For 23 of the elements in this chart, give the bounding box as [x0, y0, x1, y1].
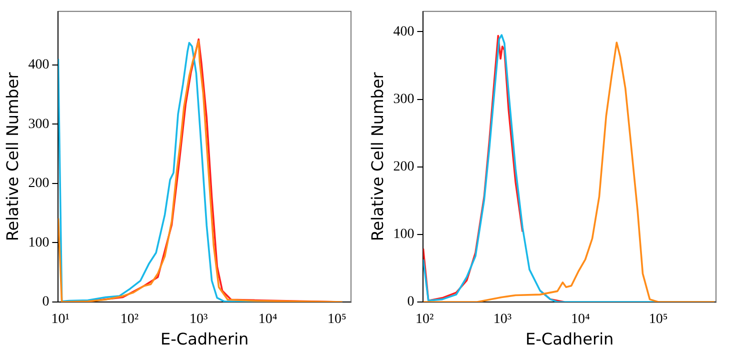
x-tick-label: 10⁴ — [258, 312, 278, 328]
y-tick-label: 100 — [393, 227, 414, 242]
y-axis-title: Relative Cell Number — [2, 72, 22, 242]
x-tick-label: 10¹ — [51, 312, 70, 328]
x-tick-label: 10² — [120, 312, 139, 328]
y-tick-label: 300 — [393, 92, 414, 107]
y-tick-label: 200 — [28, 176, 50, 192]
x-tick-label: 10³ — [190, 312, 208, 328]
y-tick-label: 400 — [28, 57, 50, 72]
y-tick-label: 200 — [393, 160, 414, 175]
y-tick-label: 300 — [28, 116, 50, 132]
x-axis-title: E-Cadherin — [160, 330, 249, 349]
x-tick-label: 10⁴ — [570, 312, 590, 328]
x-tick-label: 10⁵ — [648, 312, 668, 328]
y-axis-title: Relative Cell Number — [368, 72, 387, 242]
x-tick-label: 10² — [415, 312, 434, 328]
y-tick-label: 100 — [28, 235, 50, 250]
x-tick-label: 10³ — [493, 312, 512, 328]
y-tick-label: 0 — [42, 294, 50, 310]
x-tick-label: 10⁵ — [327, 312, 346, 328]
y-tick-label: 0 — [407, 294, 414, 310]
x-axis-title: E-Cadherin — [526, 330, 614, 349]
y-tick-label: 400 — [393, 24, 414, 40]
